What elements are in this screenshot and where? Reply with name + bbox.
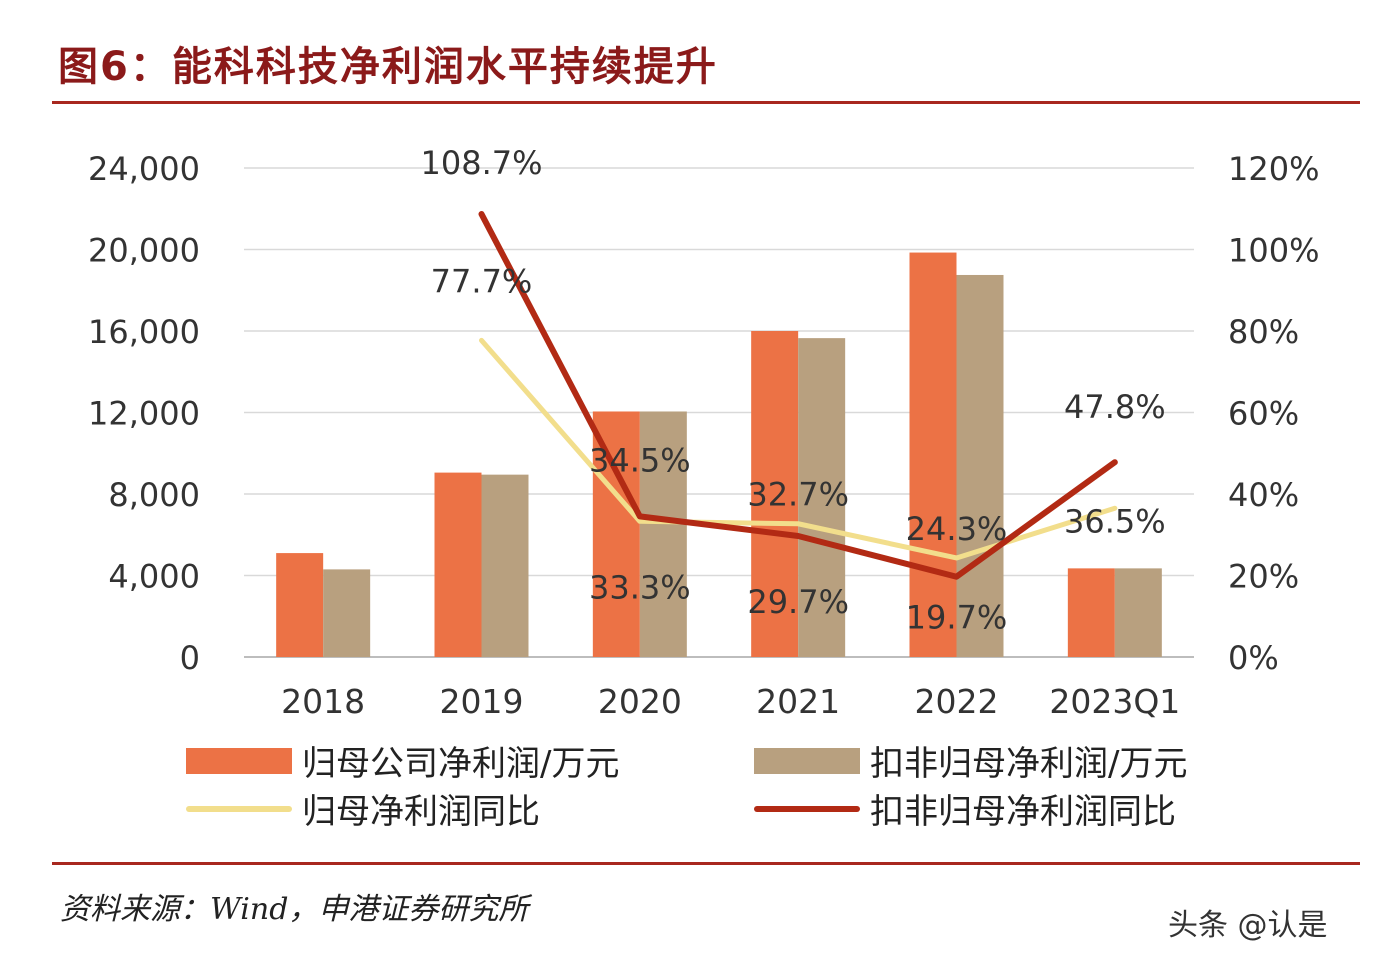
x-tick-label: 2022	[915, 682, 999, 721]
y-left-tick-label: 4,000	[108, 558, 200, 596]
bar-net-profit	[751, 331, 799, 657]
source-divider	[52, 862, 1360, 865]
chart-title: 图6：能科科技净利润水平持续提升	[58, 44, 718, 90]
data-label: 47.8%	[1064, 388, 1166, 426]
y-left-tick-label: 24,000	[88, 150, 200, 188]
watermark: 头条 @认是	[1168, 908, 1328, 943]
bar-deducted-net-profit	[481, 474, 529, 657]
y-right-tick-label: 20%	[1228, 558, 1299, 596]
data-label: 34.5%	[589, 441, 691, 479]
bar-deducted-net-profit	[1114, 568, 1162, 657]
bar-net-profit	[276, 553, 324, 657]
bar-deducted-net-profit	[798, 338, 846, 657]
x-tick-label: 2020	[598, 682, 682, 721]
x-tick-label: 2019	[440, 682, 524, 721]
bar-net-profit	[909, 252, 957, 657]
data-label: 77.7%	[431, 262, 533, 300]
y-left-tick-label: 8,000	[108, 476, 200, 514]
y-left-tick-label: 16,000	[88, 313, 200, 351]
data-label: 33.3%	[589, 568, 691, 606]
bar-deducted-net-profit	[323, 569, 371, 657]
y-right-tick-label: 0%	[1228, 639, 1279, 677]
y-right-tick-label: 100%	[1228, 232, 1319, 270]
bar-net-profit	[592, 411, 640, 657]
y-left-tick-label: 20,000	[88, 232, 200, 270]
title-divider	[52, 101, 1360, 104]
y-right-tick-label: 120%	[1228, 150, 1319, 188]
bar-net-profit	[434, 472, 482, 657]
y-left-tick-label: 12,000	[88, 395, 200, 433]
data-label: 36.5%	[1064, 502, 1166, 540]
bar-net-profit	[1067, 568, 1115, 657]
source-note: 资料来源：Wind，申港证券研究所	[60, 892, 529, 927]
y-right-tick-label: 80%	[1228, 313, 1299, 351]
x-tick-label: 2018	[281, 682, 365, 721]
data-label: 19.7%	[906, 599, 1008, 637]
y-left-tick-label: 0	[180, 639, 200, 677]
data-label: 24.3%	[906, 510, 1008, 548]
bar-deducted-net-profit	[639, 411, 687, 657]
x-tick-label: 2021	[756, 682, 840, 721]
bar-deducted-net-profit	[956, 274, 1004, 657]
data-label: 32.7%	[747, 476, 849, 514]
y-right-tick-label: 60%	[1228, 395, 1299, 433]
data-label: 108.7%	[420, 144, 542, 182]
data-label: 29.7%	[747, 583, 849, 621]
y-right-tick-label: 40%	[1228, 476, 1299, 514]
line-deducted-net-profit-yoy	[478, 211, 1118, 580]
x-tick-label: 2023Q1	[1049, 682, 1180, 721]
